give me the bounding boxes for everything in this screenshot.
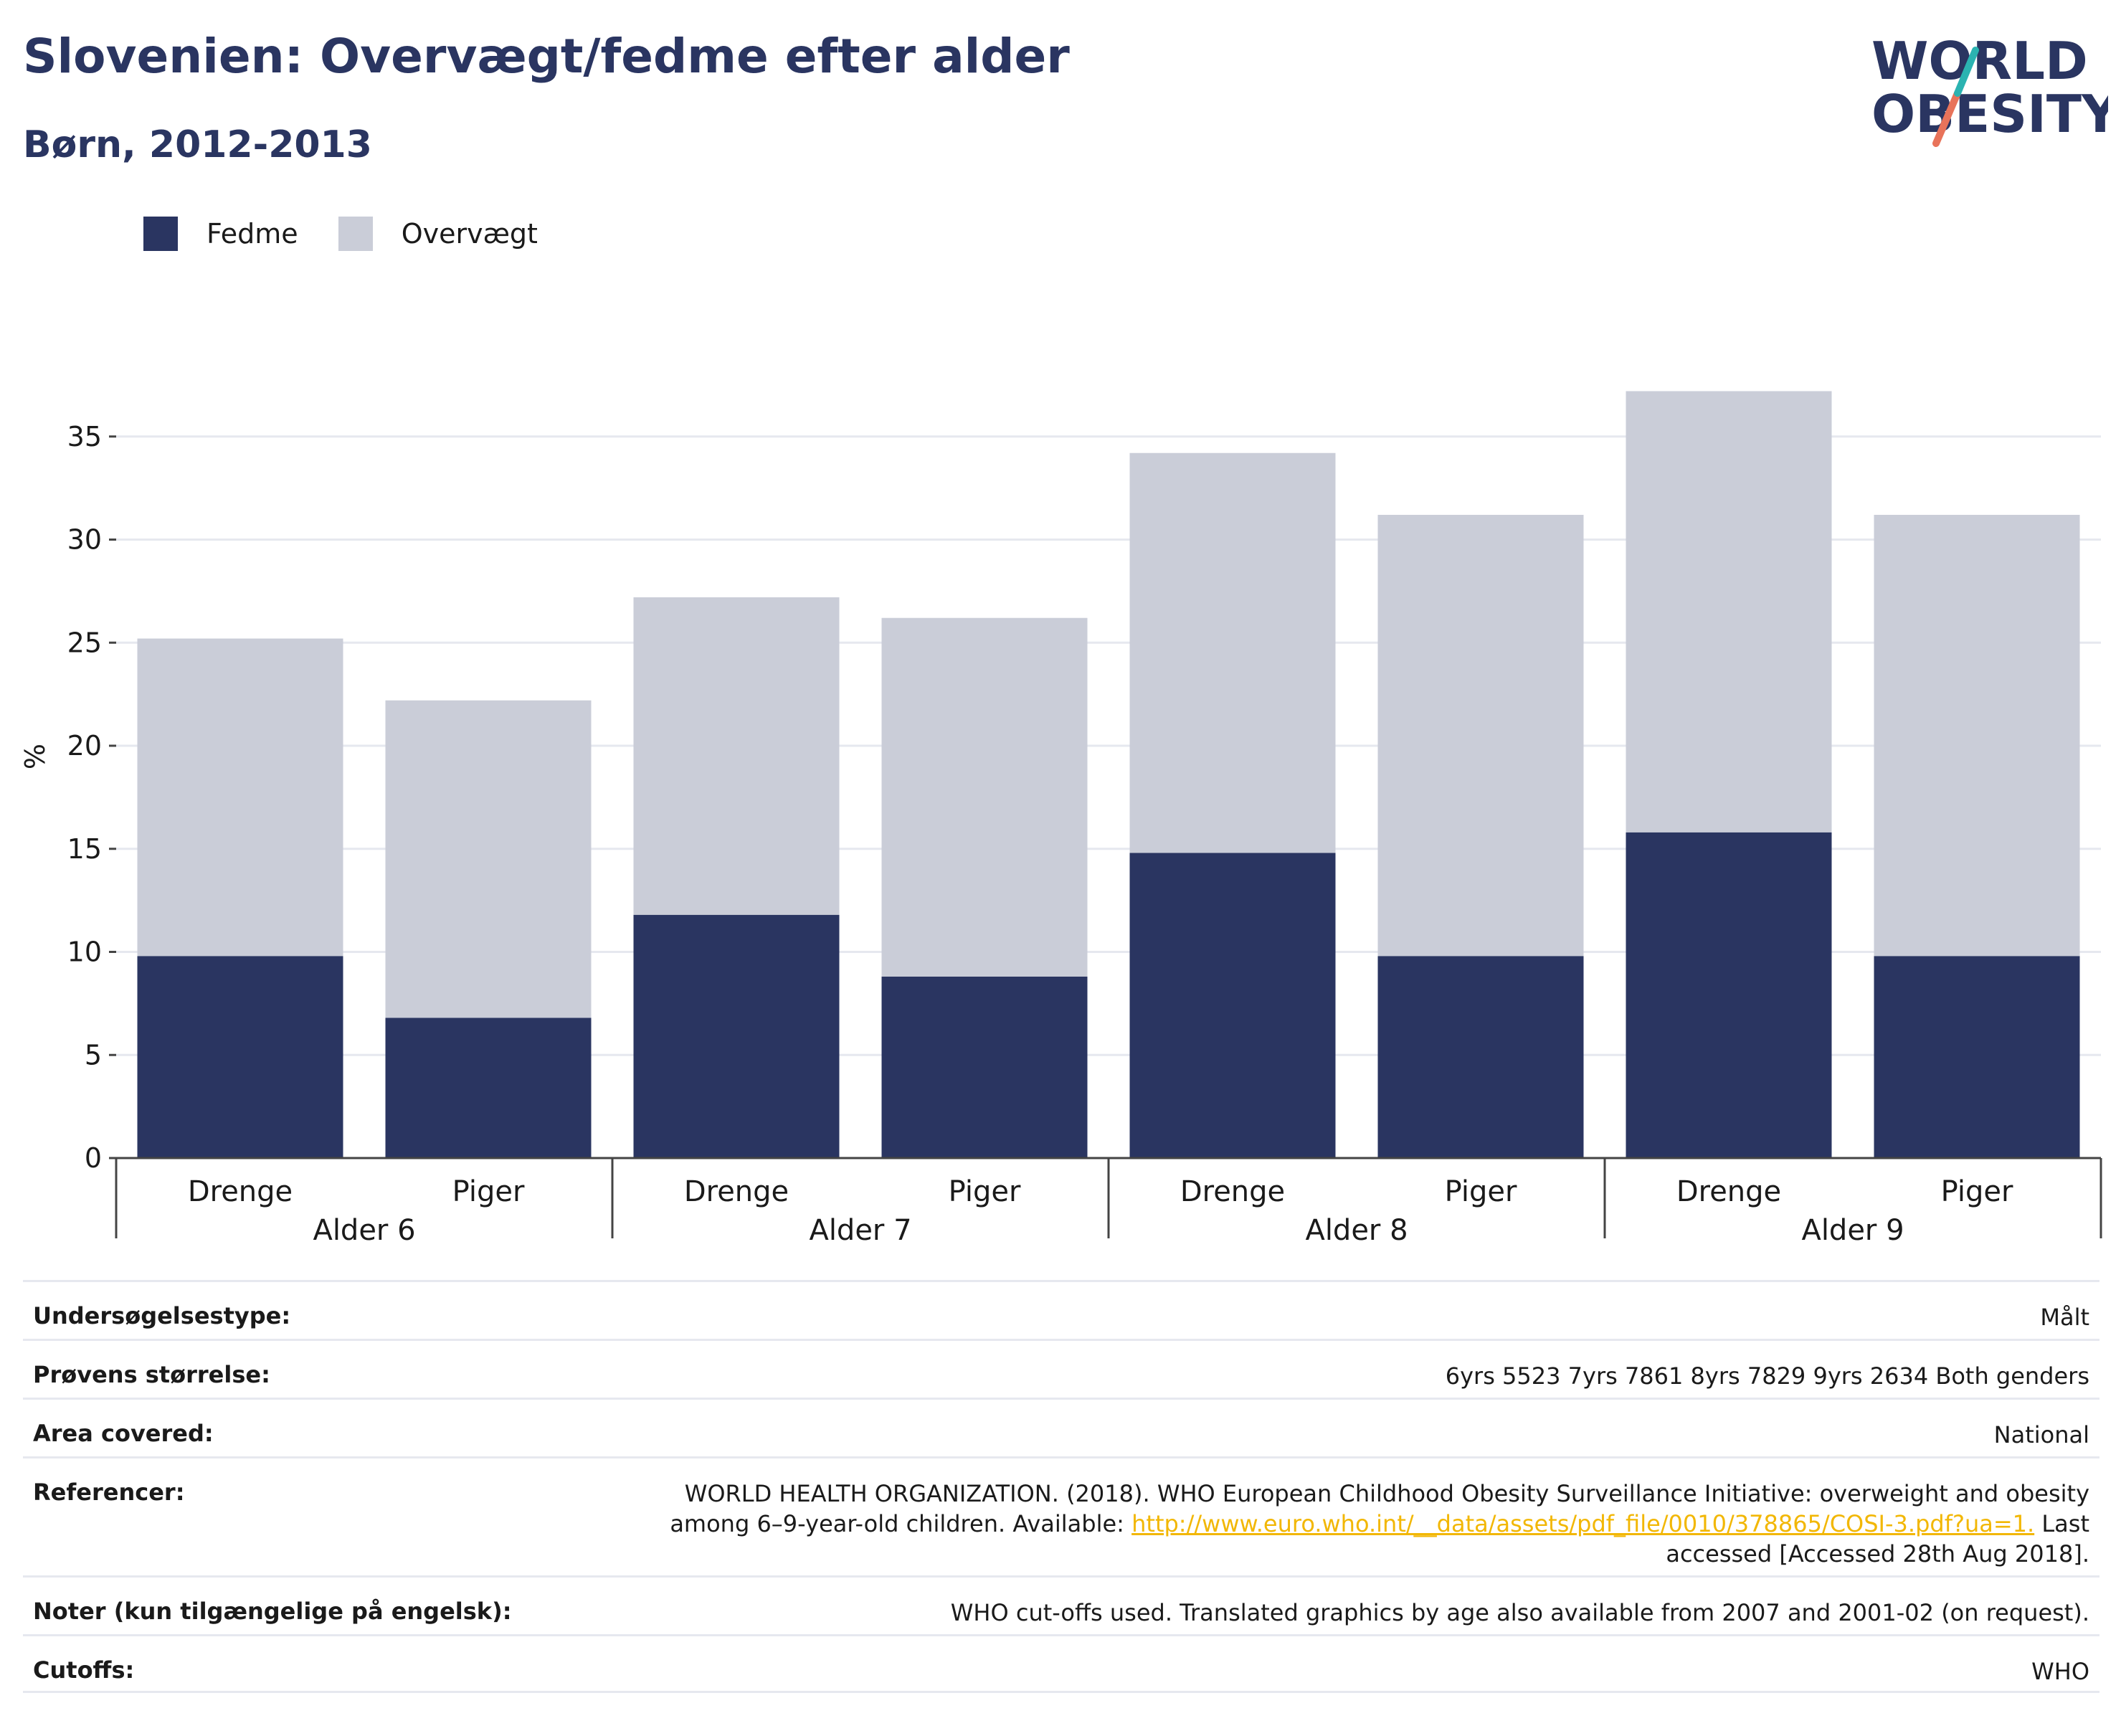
info-row-area: Area covered: National (23, 1398, 2099, 1456)
bar-overvaegt (1874, 515, 2080, 957)
bar-fedme (1377, 956, 1584, 1158)
reference-link[interactable]: http://www.euro.who.int/__data/assets/pd… (1131, 1510, 2035, 1537)
bars-layer (137, 391, 2080, 1158)
legend: Fedme Overvægt (143, 212, 578, 255)
bar-overvaegt (1377, 515, 1584, 957)
logo-line2: OBESITY (1871, 84, 2108, 144)
bar-fedme (137, 956, 343, 1158)
x-group-label: Alder 7 (809, 1214, 911, 1247)
bar-overvaegt (633, 597, 840, 915)
x-group-label: Alder 9 (1801, 1214, 1904, 1247)
x-category-label: Drenge (684, 1175, 789, 1208)
info-row-notes: Noter (kun tilgængelige på engelsk): WHO… (23, 1575, 2099, 1634)
x-category-label: Piger (1941, 1175, 2013, 1208)
y-tick-label: 5 (85, 1039, 102, 1071)
info-label: Referencer: (33, 1479, 185, 1506)
x-category-label: Piger (949, 1175, 1021, 1208)
bar-fedme (1129, 853, 1336, 1158)
bar-overvaegt (881, 617, 1088, 977)
y-tick-label: 10 (67, 936, 102, 968)
y-tick-label: 15 (67, 833, 102, 865)
y-tick-label: 20 (67, 730, 102, 762)
chart-subtitle: Børn, 2012-2013 (23, 123, 372, 166)
legend-swatch-overvaegt (338, 217, 373, 251)
info-row-sample-size: Prøvens størrelse: 6yrs 5523 7yrs 7861 8… (23, 1339, 2099, 1398)
stacked-bar-chart: % 0 5 10 15 20 25 30 35 Drenge Piger Drenge Piger Dr… (19, 391, 2102, 1247)
legend-item-fedme[interactable]: Fedme (143, 217, 298, 251)
chart-title: Slovenien: Overvægt/fedme efter alder (23, 29, 1070, 84)
x-category-label: Drenge (1676, 1175, 1781, 1208)
y-tick-label: 30 (67, 524, 102, 556)
x-group-label: Alder 8 (1305, 1214, 1408, 1247)
bar-overvaegt (385, 700, 592, 1018)
info-label: Prøvens størrelse: (33, 1361, 270, 1388)
info-value: Målt (2040, 1304, 2089, 1331)
x-category-label: Drenge (1180, 1175, 1285, 1208)
x-category-label: Piger (1445, 1175, 1517, 1208)
y-axis-label: % (19, 744, 51, 769)
x-category-label: Piger (452, 1175, 525, 1208)
y-tick-label: 25 (67, 627, 102, 658)
info-label: Cutoffs: (33, 1656, 135, 1684)
info-value: National (1993, 1421, 2089, 1448)
bar-fedme (633, 914, 840, 1158)
logo-slash-top (1954, 47, 1979, 97)
bar-fedme (1626, 832, 1832, 1158)
y-tick-label: 0 (85, 1142, 102, 1174)
info-table: Undersøgelsestype: Målt Prøvens størrels… (23, 1280, 2099, 1693)
legend-label-fedme: Fedme (207, 218, 298, 250)
info-row-cutoffs: Cutoffs: WHO (23, 1634, 2099, 1693)
legend-label-overvaegt: Overvægt (401, 218, 538, 250)
info-label: Area covered: (33, 1420, 214, 1447)
info-row-references: Referencer: WORLD HEALTH ORGANIZATION. (… (23, 1456, 2099, 1575)
bar-fedme (1874, 956, 2080, 1158)
bar-overvaegt (1626, 391, 1832, 833)
world-obesity-logo[interactable]: WORLD OBESITY (1864, 22, 2108, 151)
info-value: 6yrs 5523 7yrs 7861 8yrs 7829 9yrs 2634 … (1445, 1362, 2089, 1390)
bar-fedme (881, 977, 1088, 1158)
info-value: WHO cut-offs used. Translated graphics b… (950, 1599, 2089, 1626)
bar-overvaegt (137, 638, 343, 957)
legend-item-overvaegt[interactable]: Overvægt (338, 217, 538, 251)
info-label: Undersøgelsestype: (33, 1302, 291, 1329)
info-value: WHO (2031, 1658, 2089, 1685)
reference-text-after: Last accessed [Accessed 28th Aug 2018]. (1666, 1510, 2089, 1567)
info-label: Noter (kun tilgængelige på engelsk): (33, 1598, 512, 1625)
bar-overvaegt (1129, 452, 1336, 853)
reference-text: WORLD HEALTH ORGANIZATION. (2018). WHO E… (670, 1480, 2089, 1537)
x-group-label: Alder 6 (313, 1214, 415, 1247)
info-value: WORLD HEALTH ORGANIZATION. (2018). WHO E… (612, 1479, 2089, 1569)
legend-swatch-fedme (143, 217, 178, 251)
y-tick-label: 35 (67, 421, 102, 452)
logo-line1: WORLD (1871, 31, 2088, 91)
logo-slash-bottom (1932, 90, 1961, 147)
axis-layer: 0 5 10 15 20 25 30 35 Drenge Piger Drenge Piger Dren… (67, 421, 2102, 1247)
info-row-survey-type: Undersøgelsestype: Målt (23, 1280, 2099, 1339)
x-category-label: Drenge (188, 1175, 293, 1208)
bar-fedme (385, 1018, 592, 1158)
